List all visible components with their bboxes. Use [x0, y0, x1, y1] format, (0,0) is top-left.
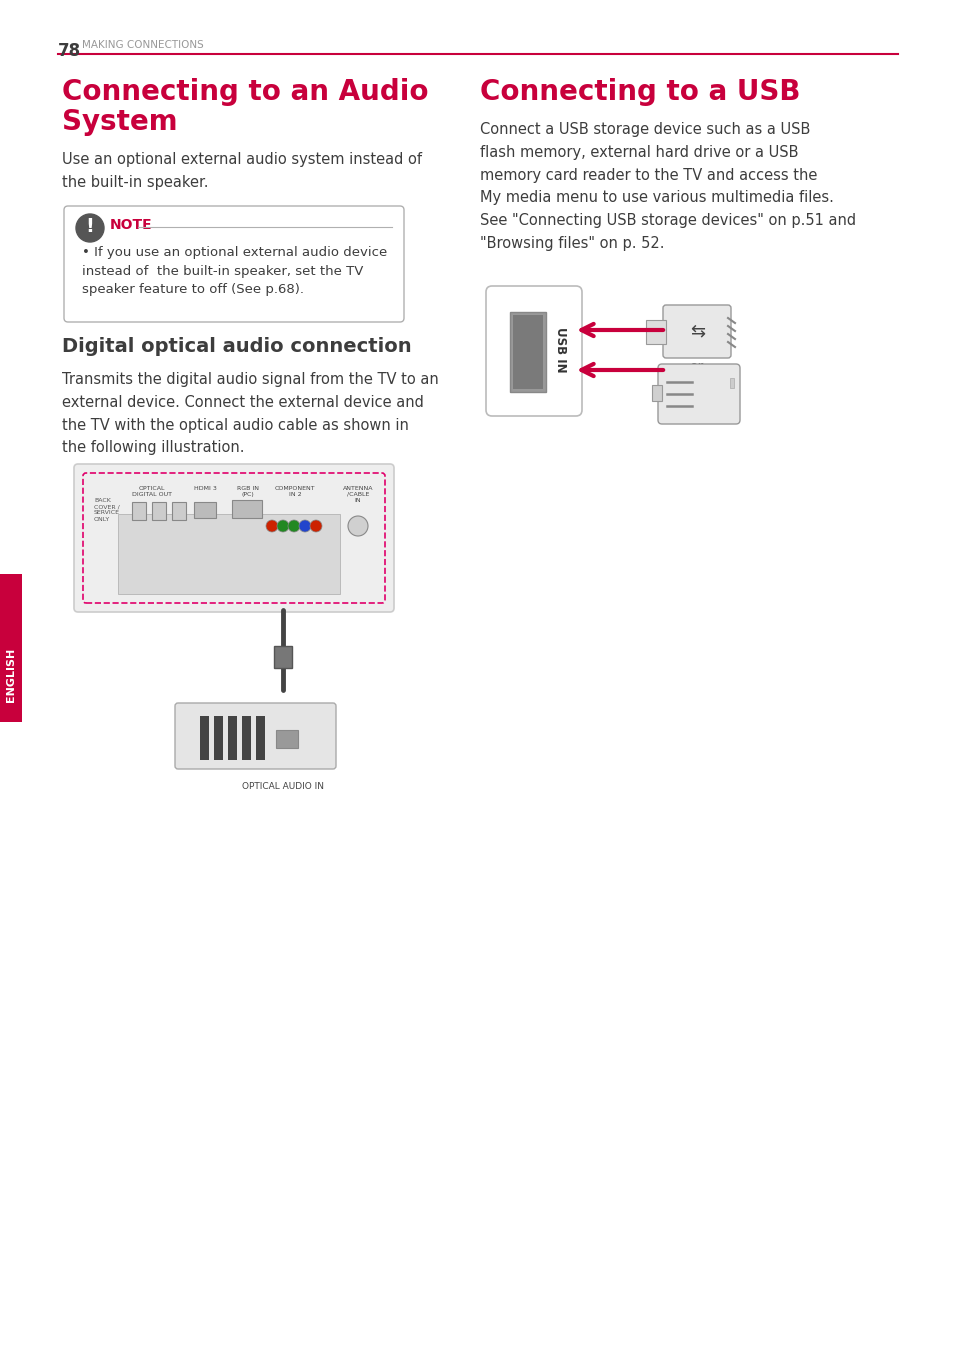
FancyBboxPatch shape — [64, 206, 403, 322]
FancyBboxPatch shape — [74, 464, 394, 612]
Circle shape — [266, 520, 277, 532]
Bar — [0, 574, 22, 723]
Text: ENGLISH: ENGLISH — [6, 648, 16, 702]
Bar — [200, 716, 209, 760]
Circle shape — [348, 516, 368, 537]
FancyBboxPatch shape — [662, 305, 730, 359]
Text: System: System — [62, 108, 177, 136]
Text: Connecting to an Audio: Connecting to an Audio — [62, 78, 428, 106]
Text: RGB IN
(PC): RGB IN (PC) — [236, 487, 258, 497]
Circle shape — [298, 520, 311, 532]
Text: !: ! — [86, 217, 94, 236]
Bar — [193, 501, 215, 518]
Text: NOTE: NOTE — [110, 218, 152, 232]
Text: USB IN: USB IN — [554, 328, 566, 373]
Bar — [152, 501, 166, 520]
Text: • If you use an optional external audio device
instead of  the built-in speaker,: • If you use an optional external audio … — [82, 245, 387, 297]
Text: MAKING CONNECTIONS: MAKING CONNECTIONS — [82, 40, 204, 50]
Text: Digital optical audio connection: Digital optical audio connection — [62, 337, 411, 356]
Text: OPTICAL
DIGITAL OUT: OPTICAL DIGITAL OUT — [132, 487, 172, 497]
Text: BACK
COVER /
SERVICE
ONLY: BACK COVER / SERVICE ONLY — [94, 497, 120, 522]
Circle shape — [310, 520, 322, 532]
Bar — [213, 716, 223, 760]
Circle shape — [288, 520, 299, 532]
Bar — [510, 311, 545, 392]
Text: or: or — [688, 360, 702, 373]
Text: Use an optional external audio system instead of
the built-in speaker.: Use an optional external audio system in… — [62, 152, 421, 190]
Text: HDMI 3: HDMI 3 — [193, 487, 216, 491]
Circle shape — [76, 214, 104, 243]
Text: 78: 78 — [58, 42, 81, 61]
Bar — [118, 514, 339, 594]
Bar — [242, 716, 251, 760]
Text: COMPONENT
IN 2: COMPONENT IN 2 — [274, 487, 315, 497]
Bar — [729, 377, 733, 388]
Text: ⇆: ⇆ — [690, 322, 705, 340]
Text: OPTICAL AUDIO IN: OPTICAL AUDIO IN — [242, 782, 324, 791]
Bar — [232, 500, 262, 518]
FancyBboxPatch shape — [658, 364, 740, 425]
Text: ANTENNA
/CABLE
IN: ANTENNA /CABLE IN — [342, 487, 373, 503]
Bar — [132, 501, 146, 520]
Bar — [645, 319, 665, 344]
Bar — [172, 501, 186, 520]
Circle shape — [276, 520, 289, 532]
Bar — [651, 386, 661, 400]
FancyBboxPatch shape — [174, 704, 335, 768]
Bar — [275, 731, 297, 748]
Text: ♥: ♥ — [521, 314, 537, 332]
Bar — [255, 716, 265, 760]
Bar — [228, 716, 236, 760]
FancyBboxPatch shape — [485, 286, 581, 417]
Bar — [274, 646, 292, 669]
Text: Connecting to a USB: Connecting to a USB — [479, 78, 800, 106]
Text: Transmits the digital audio signal from the TV to an
external device. Connect th: Transmits the digital audio signal from … — [62, 372, 438, 456]
Text: Connect a USB storage device such as a USB
flash memory, external hard drive or : Connect a USB storage device such as a U… — [479, 123, 855, 251]
Bar — [513, 315, 542, 390]
